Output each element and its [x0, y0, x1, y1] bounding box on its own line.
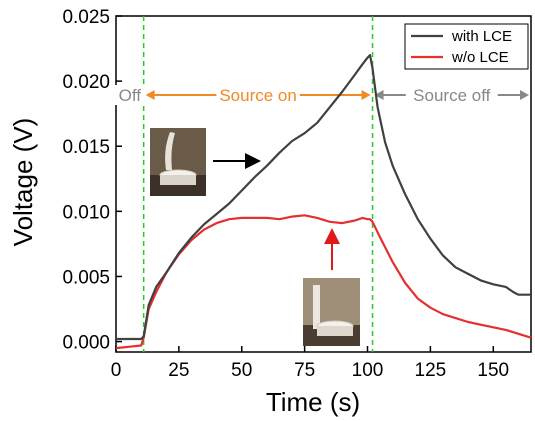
legend-box — [404, 23, 529, 70]
phase-label: Source off — [413, 86, 490, 105]
phase-label: Off — [119, 86, 142, 105]
phase-arrowhead-right — [361, 90, 371, 100]
phase-arrowhead-left — [374, 90, 384, 100]
phase-arrowhead-right — [520, 90, 529, 100]
phase-arrowhead-left — [145, 90, 155, 100]
x-tick-label: 125 — [415, 360, 447, 381]
x-axis-title: Time (s) — [266, 387, 360, 417]
series-line-with-lce — [116, 53, 531, 341]
phase-label-bg — [113, 85, 146, 105]
legend-label-with-lce: with LCE — [451, 28, 512, 45]
x-tick-label: 150 — [477, 360, 509, 381]
phase-label-bg — [216, 85, 300, 105]
photo-without-lce — [303, 278, 360, 346]
x-tick-label: 50 — [231, 360, 252, 381]
legend: with LCE w/o LCE — [404, 23, 529, 70]
y-axis-ticks: 0.000 0.005 0.010 0.015 0.020 0.025 — [62, 7, 122, 354]
y-axis-title: Voltage (V) — [8, 118, 38, 247]
legend-label-without-lce: w/o LCE — [451, 49, 509, 66]
y-tick-label: 0.015 — [62, 137, 110, 158]
y-tick-label: 0.020 — [62, 72, 110, 93]
y-tick-label: 0.000 — [62, 333, 110, 354]
photo-with-lce — [150, 128, 206, 196]
y-tick-label: 0.025 — [62, 7, 110, 28]
phase-label: Source on — [219, 86, 297, 105]
plot-frame — [115, 15, 532, 353]
x-tick-label: 25 — [168, 360, 189, 381]
y-tick-label: 0.005 — [62, 267, 110, 288]
x-axis-ticks: 0 25 50 75 100 125 150 — [111, 346, 509, 381]
data-series — [115, 53, 532, 350]
x-tick-label: 100 — [352, 360, 384, 381]
phase-label-bg — [405, 85, 498, 105]
x-tick-label: 75 — [294, 360, 315, 381]
x-tick-label: 0 — [111, 360, 122, 381]
phase-annotations: Off Source on Source off — [113, 85, 529, 105]
y-tick-label: 0.010 — [62, 202, 110, 223]
